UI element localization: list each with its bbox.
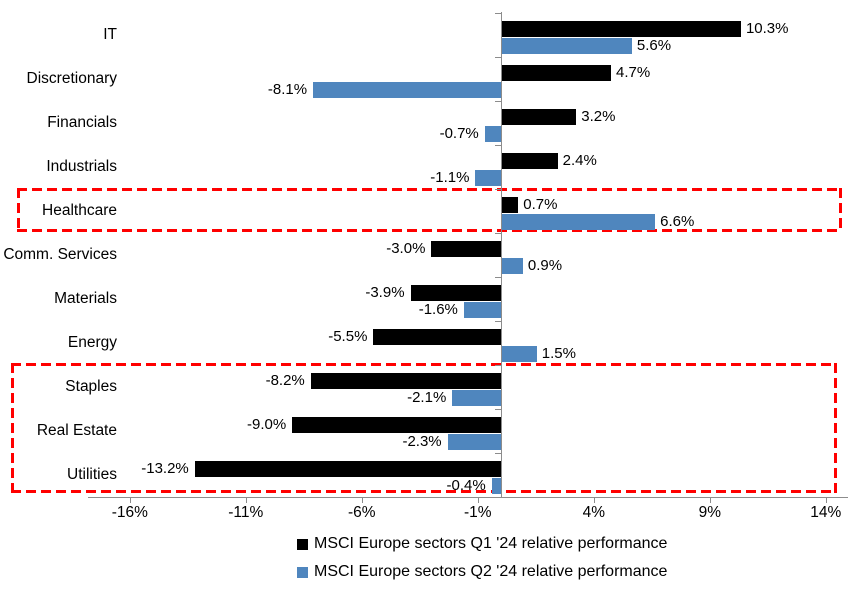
q1-value-label-it: 10.3% <box>745 20 789 37</box>
y-axis-category-tick <box>495 277 501 278</box>
legend-item-q2: MSCI Europe sectors Q2 '24 relative perf… <box>297 561 667 583</box>
q2-bar-materials <box>463 302 501 318</box>
x-tick-label-14: 14% <box>810 504 842 521</box>
q1-value-label-industrials: 2.4% <box>562 152 597 169</box>
highlight-box-staples-real-estate-utilities-top <box>11 363 837 366</box>
x-tick-label-16: -16% <box>111 504 148 521</box>
q2-value-label-financials: -0.7% <box>439 125 479 142</box>
y-axis-category-tick <box>495 189 501 190</box>
y-axis-category-tick <box>495 13 501 14</box>
q2-value-label-industrials: -1.1% <box>430 169 470 186</box>
category-label-discretionary: Discretionary <box>26 70 117 87</box>
category-label-real-estate: Real Estate <box>36 422 117 439</box>
y-axis-category-tick <box>495 409 501 410</box>
x-axis-tick <box>245 497 247 503</box>
q2-bar-industrials <box>475 170 501 186</box>
category-label-staples: Staples <box>65 378 117 395</box>
x-tick-label-11: -11% <box>228 504 264 521</box>
q1-value-label-staples: -8.2% <box>265 372 305 389</box>
q1-value-label-energy: -5.5% <box>328 328 368 345</box>
q1-bar-industrials <box>502 153 558 169</box>
highlight-box-healthcare-bottom <box>17 229 842 232</box>
q2-value-label-materials: -1.6% <box>418 301 458 318</box>
q1-bar-it <box>502 21 741 37</box>
y-axis-category-tick <box>495 57 501 58</box>
legend-label-q1: MSCI Europe sectors Q1 '24 relative perf… <box>314 535 668 552</box>
q1-bar-energy <box>373 329 501 345</box>
q1-bar-financials <box>502 109 577 125</box>
q2-bar-energy <box>502 346 537 362</box>
q1-bar-materials <box>410 285 501 301</box>
q1-value-label-materials: -3.9% <box>365 284 405 301</box>
category-label-energy: Energy <box>67 334 117 351</box>
category-label-materials: Materials <box>54 290 117 307</box>
q2-bar-healthcare <box>502 214 656 230</box>
q1-value-label-real-estate: -9.0% <box>247 416 287 433</box>
y-axis-category-tick <box>495 321 501 322</box>
y-axis-category-tick <box>495 101 501 102</box>
x-axis-tick <box>825 497 827 503</box>
q1-bar-healthcare <box>502 197 519 213</box>
q1-bar-staples <box>310 373 501 389</box>
category-label-utilities: Utilities <box>67 466 117 483</box>
q1-bar-discretionary <box>502 65 612 81</box>
q2-bar-it <box>502 38 632 54</box>
q2-bar-staples <box>452 390 501 406</box>
q2-value-label-comm-services: 0.9% <box>527 257 563 274</box>
highlight-box-healthcare-right <box>839 188 842 232</box>
category-label-healthcare: Healthcare <box>42 202 117 219</box>
highlight-box-staples-real-estate-utilities-right <box>834 363 837 493</box>
highlight-box-staples-real-estate-utilities-bottom <box>11 490 837 493</box>
q2-value-label-utilities: -0.4% <box>446 477 486 494</box>
q1-value-label-utilities: -13.2% <box>141 460 189 477</box>
x-tick-label-6: -6% <box>348 504 376 521</box>
q2-value-label-staples: -2.1% <box>407 389 447 406</box>
q2-bar-discretionary <box>313 82 501 98</box>
q1-bar-real-estate <box>292 417 501 433</box>
q2-value-label-discretionary: -8.1% <box>267 81 308 98</box>
x-axis-tick <box>593 497 595 503</box>
x-tick-label-1: -1% <box>464 504 492 521</box>
legend-label-q2: MSCI Europe sectors Q2 '24 relative perf… <box>314 563 668 580</box>
q1-value-label-financials: 3.2% <box>581 108 616 125</box>
q1-value-label-comm-services: -3.0% <box>386 240 426 257</box>
x-tick-label-9: 9% <box>698 504 721 521</box>
q1-bar-comm-services <box>431 241 501 257</box>
q2-value-label-it: 5.6% <box>636 37 672 54</box>
y-axis-category-tick <box>495 233 501 234</box>
x-axis-tick <box>709 497 711 503</box>
highlight-box-healthcare-top <box>17 188 842 191</box>
x-axis-tick <box>129 497 131 503</box>
highlight-box-healthcare-left <box>17 188 20 232</box>
y-axis-category-tick <box>495 365 501 366</box>
legend-swatch-q2 <box>297 566 308 578</box>
x-axis-line <box>88 497 848 498</box>
category-label-comm-services: Comm. Services <box>3 246 117 263</box>
legend-swatch-q1 <box>297 538 308 550</box>
category-label-it: IT <box>103 26 117 43</box>
legend: MSCI Europe sectors Q1 '24 relative perf… <box>297 533 667 589</box>
y-axis-line <box>501 12 502 497</box>
q1-bar-utilities <box>194 461 501 477</box>
q1-value-label-discretionary: 4.7% <box>616 64 651 81</box>
x-tick-label-4: 4% <box>582 504 605 521</box>
q2-bar-utilities <box>491 478 501 494</box>
q2-bar-financials <box>484 126 501 142</box>
y-axis-category-tick <box>495 453 501 454</box>
legend-item-q1: MSCI Europe sectors Q1 '24 relative perf… <box>297 533 667 555</box>
q2-value-label-real-estate: -2.3% <box>402 433 442 450</box>
y-axis-category-tick <box>495 145 501 146</box>
highlight-box-staples-real-estate-utilities-left <box>11 363 14 493</box>
q2-bar-real-estate <box>447 434 501 450</box>
x-axis-tick <box>477 497 479 503</box>
q1-value-label-healthcare: 0.7% <box>523 196 558 213</box>
q2-bar-comm-services <box>502 258 523 274</box>
q2-value-label-energy: 1.5% <box>541 345 576 362</box>
category-label-industrials: Industrials <box>46 158 117 175</box>
x-axis-tick <box>361 497 363 503</box>
category-label-financials: Financials <box>47 114 117 131</box>
q2-value-label-healthcare: 6.6% <box>660 213 695 230</box>
